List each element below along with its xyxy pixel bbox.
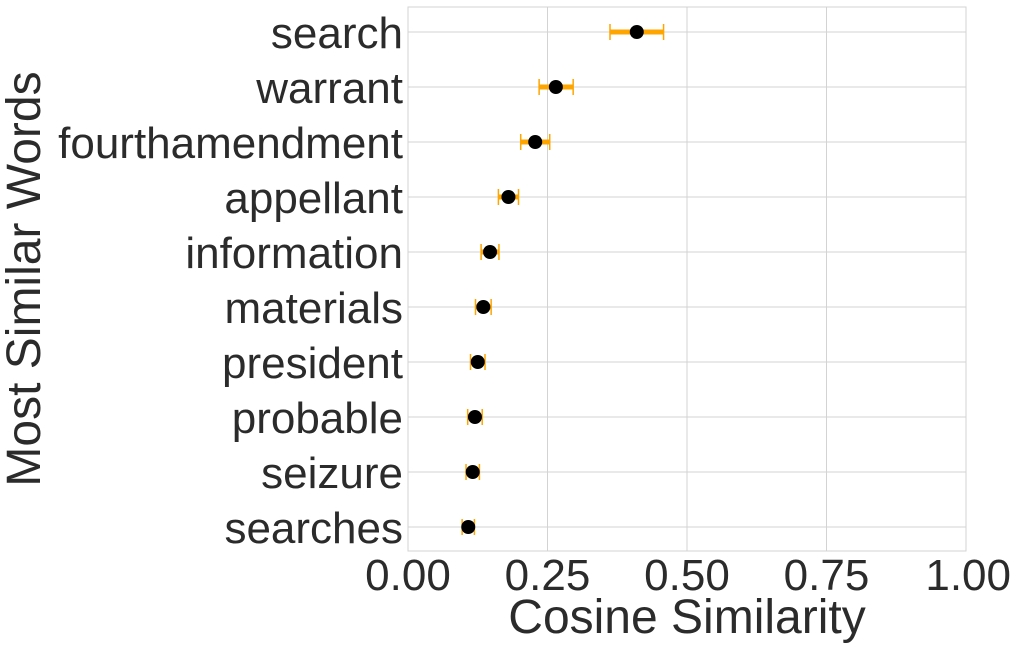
category-label: materials xyxy=(225,284,404,333)
x-tick-label: 1.00 xyxy=(925,551,1011,600)
x-tick-labels: 0.00 0.25 0.50 0.75 1.00 xyxy=(365,551,1011,600)
data-point xyxy=(467,410,482,424)
x-tick-label: 0.25 xyxy=(505,551,591,600)
category-label: search xyxy=(271,9,403,58)
category-label: seizure xyxy=(261,449,403,498)
x-tick-label: 0.00 xyxy=(365,551,451,600)
plot-frame xyxy=(407,6,967,552)
data-point xyxy=(528,135,543,149)
data-point xyxy=(483,245,498,259)
grid xyxy=(407,7,967,551)
data-point xyxy=(465,465,480,479)
x-tick-label: 0.75 xyxy=(784,551,870,600)
x-tick-label: 0.50 xyxy=(644,551,730,600)
error-bars xyxy=(461,24,665,535)
data-point xyxy=(629,25,644,39)
category-label: searches xyxy=(224,504,403,553)
data-point xyxy=(501,190,516,204)
category-label: appellant xyxy=(224,174,403,223)
data-point xyxy=(548,80,563,94)
category-label: information xyxy=(185,229,403,278)
data-point xyxy=(470,355,485,369)
x-axis-title: Cosine Similarity xyxy=(508,591,865,644)
data-points xyxy=(461,25,644,534)
category-labels: search warrant fourthamendment appellant inf… xyxy=(58,9,403,553)
category-label: probable xyxy=(232,394,403,443)
data-point xyxy=(476,300,491,314)
data-point xyxy=(461,520,476,534)
y-axis-title: Most Similar Words xyxy=(0,71,51,486)
category-label: warrant xyxy=(255,64,403,113)
category-label: fourthamendment xyxy=(58,119,403,168)
category-label: president xyxy=(222,339,403,388)
